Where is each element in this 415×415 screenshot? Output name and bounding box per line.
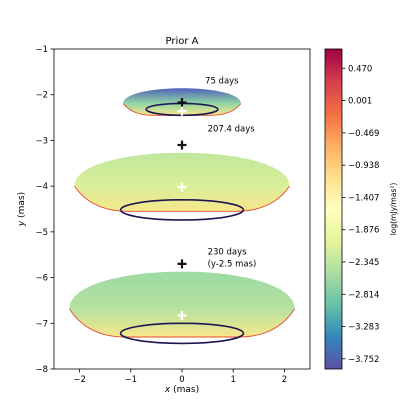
colorbar-tick-label: 0.470 [348, 64, 372, 74]
panels: 75 days 207.4 days 230 days (y-2.5 mas) [68, 76, 296, 345]
y-tick-label: −6 [35, 274, 48, 284]
black-cross-marker [177, 97, 187, 107]
x-tick-label: −2 [73, 375, 86, 385]
white-cross-marker [177, 311, 187, 321]
x-tick-label: 2 [282, 375, 287, 385]
x-axis-label: x (mas) [164, 385, 199, 395]
colorbar-tick-label: −1.407 [348, 193, 379, 203]
y-tick-label: −2 [35, 91, 48, 101]
cap-rim [74, 185, 290, 212]
x-axis-label-var: x [164, 385, 171, 395]
black-cross-marker [177, 259, 187, 269]
chart-title: Prior A [166, 36, 199, 47]
panel-label: 230 days [208, 248, 248, 258]
panel-label: 75 days [205, 76, 239, 86]
panel-1: 75 days [122, 76, 242, 117]
y-tick-label: −4 [35, 182, 48, 192]
colorbar-tick-label: −2.345 [348, 258, 379, 268]
colorbar-tick-label: −2.814 [348, 290, 379, 300]
panel-3: 230 days (y-2.5 mas) [68, 248, 296, 345]
colorbar-tick-label: −0.938 [348, 161, 379, 171]
colorbar-ticks: 0.470 0.001 −0.469 −0.938 −1.407 −1.876 −2.345… [342, 64, 379, 365]
y-tick-label: −3 [35, 136, 48, 146]
panel-label: 207.4 days [208, 124, 256, 134]
y-tick-label: −8 [35, 365, 48, 375]
colorbar [324, 48, 343, 370]
y-axis-ticks: −1 −2 −3 −4 −5 −6 −7 −8 [35, 45, 54, 375]
ring-ellipse [119, 322, 245, 345]
y-axis-label: y (mas) [17, 192, 27, 227]
colorbar-tick-label: −3.752 [348, 355, 379, 365]
x-axis-ticks: −2 −1 0 1 2 [73, 369, 287, 385]
colorbar-tick-label: −1.876 [348, 226, 379, 236]
y-tick-label: −7 [35, 319, 48, 329]
white-cross-marker [177, 182, 187, 192]
white-cross-marker [177, 106, 187, 116]
panel-sublabel: (y-2.5 mas) [208, 260, 257, 270]
ring-ellipse [119, 199, 245, 221]
black-cross-marker [177, 140, 187, 150]
x-tick-label: 0 [179, 375, 184, 385]
cap-rim [68, 308, 296, 338]
panel-2: 207.4 days [74, 124, 290, 221]
emission-cap [74, 152, 290, 212]
y-axis-label-var: y [17, 220, 27, 227]
y-tick-label: −5 [35, 228, 48, 238]
colorbar-tick-label: 0.001 [348, 97, 372, 107]
emission-cap [69, 271, 295, 337]
y-tick-label: −1 [35, 45, 48, 55]
colorbar-label: log(mJy/mas²) [389, 183, 398, 236]
colorbar-tick-label: −3.283 [348, 323, 379, 333]
colorbar-tick-label: −0.469 [348, 129, 379, 139]
x-tick-label: −1 [125, 375, 138, 385]
x-tick-label: 1 [230, 375, 235, 385]
y-axis-label-unit: (mas) [17, 192, 27, 221]
x-axis-label-unit: (mas) [170, 385, 199, 395]
